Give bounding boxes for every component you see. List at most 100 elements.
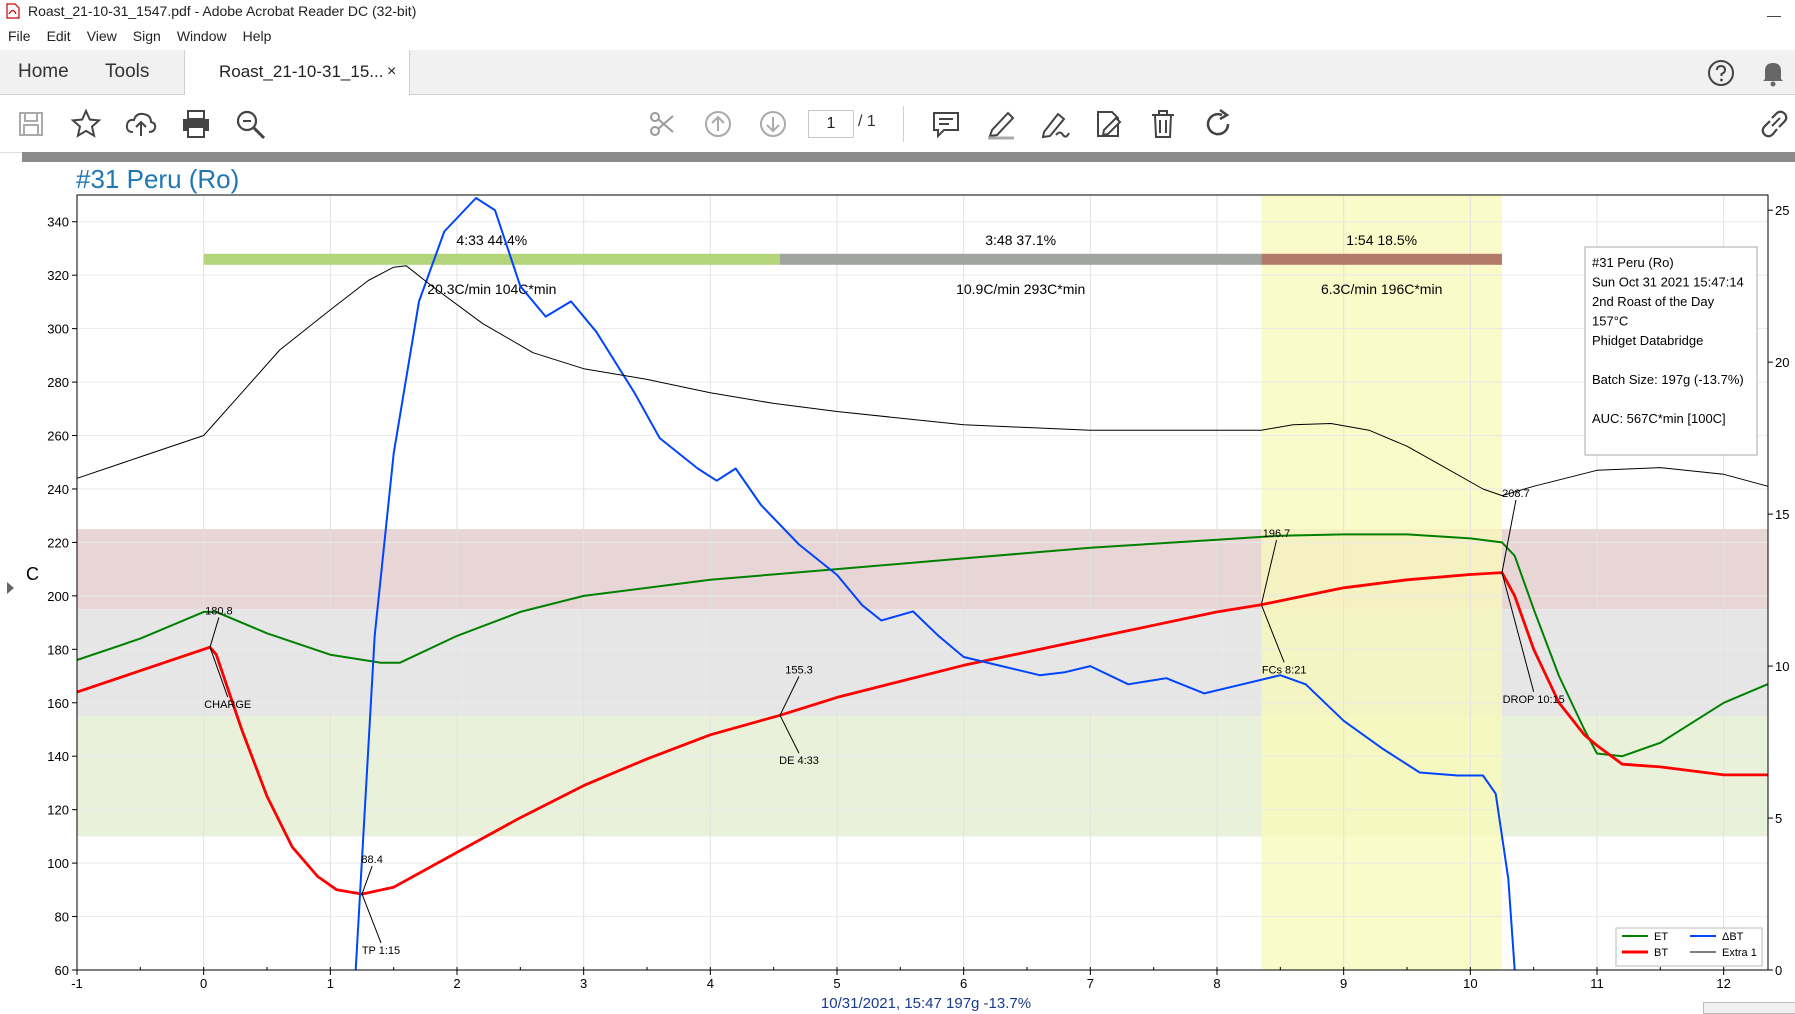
y-tick-label: 320 — [47, 268, 69, 283]
highlight-pen-icon[interactable] — [984, 108, 1018, 140]
y-tick-label: 260 — [47, 429, 69, 444]
tab-home[interactable]: Home — [18, 61, 69, 82]
page-number-input[interactable]: 1 — [808, 110, 854, 138]
sign-pen-icon[interactable] — [1038, 108, 1072, 140]
annotation-leader-line — [1501, 572, 1535, 692]
help-icon[interactable] — [1707, 59, 1735, 87]
comment-icon[interactable] — [930, 108, 962, 140]
info-box-line: Phidget Databridge — [1592, 333, 1703, 348]
y-tick-label: 100 — [47, 856, 69, 871]
annotation-label: DROP 10:15 — [1503, 694, 1565, 706]
x-tick-label: 7 — [1087, 976, 1094, 991]
series-line-bt — [354, 197, 1516, 971]
chart-footer: 10/31/2021, 15:47 197g -13.7% — [821, 995, 1031, 1012]
annotation-label: 88.4 — [361, 854, 382, 866]
document-viewport-edge — [22, 152, 1795, 162]
menu-edit[interactable]: Edit — [46, 28, 71, 44]
y2-tick-label: 5 — [1775, 811, 1782, 826]
annotation-label: FCs 8:21 — [1262, 664, 1307, 676]
menu-help[interactable]: Help — [242, 28, 272, 44]
phase-time-label: 4:33 44.4% — [456, 232, 527, 248]
menu-bar: File Edit View Sign Window Help — [0, 24, 279, 48]
annotation-label: 155.3 — [785, 664, 813, 676]
x-tick-label: 8 — [1213, 976, 1220, 991]
close-tab-icon[interactable]: × — [387, 63, 397, 80]
annotation-leader-line — [1260, 539, 1278, 605]
annotation-leader-line — [209, 647, 229, 698]
annotation-label: 208.7 — [1502, 488, 1530, 500]
annotation-leader-line — [1260, 604, 1285, 663]
phase-rate-label: 20.3C/min 104C*min — [427, 281, 556, 297]
menu-window[interactable]: Window — [176, 28, 227, 44]
annotation-label: TP 1:15 — [362, 945, 400, 957]
toolbar-separator — [903, 106, 904, 142]
y2-tick-label: 25 — [1775, 203, 1789, 218]
zoom-search-icon[interactable] — [234, 108, 268, 142]
legend-label: BT — [1654, 947, 1668, 959]
annotation-label: 180.8 — [205, 606, 233, 618]
notifications-bell-icon[interactable] — [1760, 59, 1786, 87]
menu-sign[interactable]: Sign — [132, 28, 161, 44]
x-tick-label: 0 — [200, 976, 207, 991]
phase-bar-2 — [1261, 253, 1502, 265]
status-strip — [1703, 1002, 1795, 1014]
info-box-line: AUC: 567C*min [100C] — [1592, 411, 1726, 426]
legend-label: ΔBT — [1722, 931, 1744, 943]
window-title-bar: Roast_21-10-31_1547.pdf - Adobe Acrobat … — [0, 0, 1795, 22]
legend-label: ET — [1654, 931, 1668, 943]
y-tick-label: 140 — [47, 749, 69, 764]
chart-series — [76, 197, 1769, 971]
delete-trash-icon[interactable] — [1148, 108, 1178, 140]
y2-tick-label: 0 — [1775, 963, 1782, 978]
next-page-icon[interactable] — [758, 109, 788, 139]
print-icon[interactable] — [180, 108, 212, 140]
axis-ticks: -1 0 1 2 3 4 5 6 7 8 9 10 11 126080100120140160180200… — [47, 203, 1789, 991]
menu-file[interactable]: File — [8, 28, 31, 44]
annotation-leader-line — [361, 865, 373, 895]
x-tick-label: 10 — [1463, 976, 1477, 991]
menu-view[interactable]: View — [86, 28, 117, 44]
previous-page-icon[interactable] — [703, 109, 733, 139]
y-tick-label: 300 — [47, 322, 69, 337]
y-tick-label: 220 — [47, 535, 69, 550]
x-tick-label: 12 — [1716, 976, 1730, 991]
roast-info-box: #31 Peru (Ro) Sun Oct 31 2021 15:47:14 2nd… — [1584, 246, 1758, 456]
phase-rate-label: 6.3C/min 196C*min — [1321, 281, 1442, 297]
page-total: / 1 — [858, 113, 876, 130]
tab-tools[interactable]: Tools — [105, 61, 150, 82]
x-tick-label: -1 — [71, 976, 83, 991]
share-link-icon[interactable] — [1758, 108, 1790, 140]
x-tick-label: 6 — [960, 976, 967, 991]
y-tick-label: 160 — [47, 696, 69, 711]
annotation-leader-line — [1501, 499, 1517, 573]
y-tick-label: 280 — [47, 375, 69, 390]
info-box-frame — [1584, 246, 1758, 456]
x-tick-label: 1 — [327, 976, 334, 991]
y-tick-label: 340 — [47, 215, 69, 230]
y-tick-label: 60 — [55, 963, 69, 978]
y2-tick-label: 20 — [1775, 355, 1789, 370]
phase-rate-label: 10.9C/min 293C*min — [956, 281, 1085, 297]
edit-document-icon[interactable] — [1092, 108, 1124, 140]
bookmark-star-icon[interactable] — [70, 108, 102, 140]
x-tick-label: 11 — [1590, 976, 1604, 991]
y-tick-label: 80 — [55, 910, 69, 925]
x-tick-label: 3 — [580, 976, 587, 991]
plot-area-frame — [76, 194, 1769, 971]
upload-cloud-icon[interactable] — [124, 108, 158, 140]
y-tick-label: 120 — [47, 803, 69, 818]
event-annotations: 180.8 CHARGE 88.4 TP 1:15 155.3 DE 4:33 196.7 F… — [204, 488, 1565, 957]
save-icon[interactable] — [16, 109, 46, 139]
minimize-icon[interactable] — [1767, 2, 1781, 17]
annotation-label: DE 4:33 — [779, 755, 819, 767]
x-tick-label: 5 — [833, 976, 840, 991]
side-panel-toggle-icon[interactable] — [7, 582, 14, 594]
phase-bar-1 — [780, 253, 1262, 265]
rotate-icon[interactable] — [1202, 108, 1234, 140]
tab-document[interactable]: Roast_21-10-31_15... × — [184, 50, 410, 95]
scissors-icon[interactable] — [648, 110, 676, 138]
annotation-label: 196.7 — [1263, 528, 1291, 540]
info-box-line: #31 Peru (Ro) — [1592, 255, 1674, 270]
document-tab-label: Roast_21-10-31_15... — [219, 62, 384, 81]
